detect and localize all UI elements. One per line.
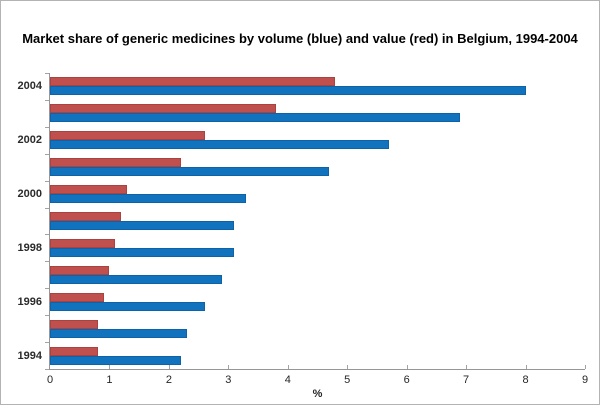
bar-group-2001: [50, 154, 585, 181]
bar-group-1998: 1998: [18, 234, 585, 261]
bar-group-1994: 1994: [18, 342, 585, 369]
x-axis-tick-label-2: 2: [165, 374, 172, 386]
bar-value-red-1994: [50, 346, 98, 356]
bar-value-red-1995: [50, 319, 98, 329]
bar-group-1999: [50, 208, 585, 235]
x-axis-tick-label-7: 7: [463, 374, 470, 386]
x-axis-tick: [525, 365, 527, 369]
bar-group-2004: 2004: [18, 73, 585, 100]
x-axis-unit-label: %: [312, 388, 323, 400]
x-axis-tick: [406, 365, 408, 369]
y-axis-tick: [45, 207, 49, 209]
bar-group-1997: [50, 261, 585, 288]
y-axis-label-1998: 1998: [17, 241, 42, 254]
x-axis-tick: [466, 365, 468, 369]
y-axis-tick: [45, 180, 49, 182]
y-axis-tick: [45, 73, 49, 74]
bar-volume-blue-2003: [50, 113, 461, 123]
y-axis-tick: [45, 315, 49, 317]
plot-area: % 2004 2002 2000 1998 1996 1994 0 1 2 3 4 5 6 7 8 9: [18, 73, 588, 400]
bar-volume-blue-2001: [50, 167, 330, 177]
bar-group-1996: 1996: [18, 288, 585, 315]
y-axis-tick: [45, 99, 49, 101]
bar-volume-blue-1998: [50, 247, 235, 257]
x-axis-tick-label-4: 4: [284, 374, 291, 386]
bar-value-red-2003: [50, 104, 276, 114]
x-axis-tick-label-3: 3: [225, 374, 232, 386]
bar-volume-blue-1994: [50, 355, 181, 365]
y-axis-label-1996: 1996: [17, 295, 42, 308]
x-axis-tick: [585, 365, 586, 369]
x-axis-tick: [347, 365, 349, 369]
y-axis-tick: [45, 153, 49, 155]
bar-volume-blue-1996: [50, 301, 205, 311]
bar-value-red-1998: [50, 238, 116, 248]
x-axis-tick: [228, 365, 230, 369]
y-axis-tick: [45, 342, 49, 344]
bar-value-red-1996: [50, 292, 104, 302]
bar-volume-blue-1995: [50, 328, 187, 338]
bar-volume-blue-1999: [50, 220, 235, 230]
bar-group-2003: [50, 100, 585, 127]
bar-value-red-2002: [50, 131, 205, 141]
x-axis-tick-label-5: 5: [344, 374, 351, 386]
x-axis-tick-label-8: 8: [522, 374, 529, 386]
bar-volume-blue-1997: [50, 274, 223, 284]
x-axis-tick: [168, 365, 170, 369]
bar-volume-blue-2002: [50, 140, 389, 150]
y-axis-label-2000: 2000: [17, 188, 42, 201]
y-axis-label-1994: 1994: [17, 349, 42, 362]
bar-value-red-2000: [50, 185, 128, 195]
y-axis-label-2004: 2004: [17, 80, 42, 93]
bar-group-2000: 2000: [18, 181, 585, 208]
bar-volume-blue-2000: [50, 194, 247, 204]
y-axis-tick: [45, 288, 49, 290]
bar-volume-blue-2004: [50, 86, 526, 96]
x-axis-tick-label-0: 0: [46, 374, 54, 386]
bar-group-2002: 2002: [18, 127, 585, 154]
x-axis-tick: [109, 365, 111, 369]
y-axis-tick: [45, 261, 49, 263]
y-axis-tick: [45, 234, 49, 236]
x-axis-tick: [287, 365, 289, 369]
bar-value-red-2004: [50, 77, 336, 87]
bar-value-red-1999: [50, 211, 122, 221]
chart-title: Market share of generic medicines by vol…: [22, 31, 578, 46]
bar-value-red-1997: [50, 265, 110, 275]
y-axis-label-2002: 2002: [17, 134, 42, 147]
y-axis-tick: [45, 369, 49, 370]
bar-value-red-2001: [50, 158, 181, 168]
y-axis-tick: [45, 126, 49, 128]
bar-group-1995: [50, 315, 585, 342]
x-axis-tick-label-1: 1: [106, 374, 113, 386]
x-axis-tick-label-6: 6: [403, 374, 410, 386]
x-axis-tick-label-9: 9: [581, 374, 589, 386]
